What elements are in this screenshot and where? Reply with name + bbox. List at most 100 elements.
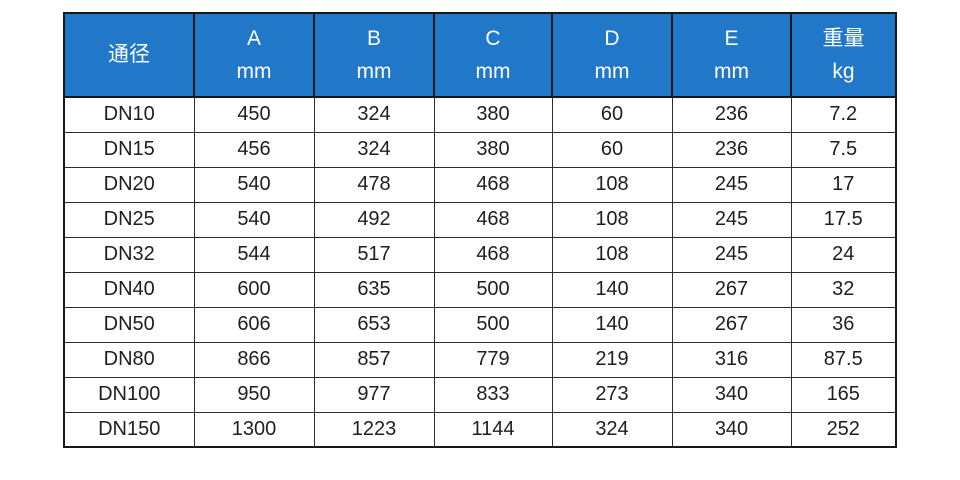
table-row: DN20 540 478 468 108 245 17: [63, 166, 897, 203]
value-cell: 140: [551, 306, 673, 343]
table-row: DN80 866 857 779 219 316 87.5: [63, 341, 897, 378]
value-cell: 380: [433, 131, 553, 168]
value-cell: 60: [551, 96, 673, 133]
value-cell: 245: [671, 201, 792, 238]
row-label-cell: DN40: [63, 271, 195, 308]
header-label: 通径: [108, 43, 150, 67]
row-label-cell: DN150: [63, 411, 195, 448]
table-row: DN32 544 517 468 108 245 24: [63, 236, 897, 273]
value-cell: 324: [313, 96, 435, 133]
value-cell: 340: [671, 411, 792, 448]
header-unit: mm: [475, 59, 511, 83]
row-label-cell: DN15: [63, 131, 195, 168]
row-label-cell: DN25: [63, 201, 195, 238]
table-row: DN15 456 324 380 60 236 7.5: [63, 131, 897, 168]
value-cell: 273: [551, 376, 673, 413]
value-cell: 219: [551, 341, 673, 378]
value-cell: 653: [313, 306, 435, 343]
table-body: DN10 450 324 380 60 236 7.2 DN15 456 324 380 60 236 7…: [63, 96, 897, 448]
value-cell: 340: [671, 376, 792, 413]
value-cell: 456: [193, 131, 315, 168]
row-label-cell: DN20: [63, 166, 195, 203]
value-cell: 236: [671, 96, 792, 133]
value-cell: 316: [671, 341, 792, 378]
header-cell-0: 通径: [63, 12, 195, 98]
value-cell: 540: [193, 201, 315, 238]
value-cell: 32: [790, 271, 897, 308]
value-cell: 517: [313, 236, 435, 273]
header-label: 重量: [822, 27, 865, 51]
value-cell: 600: [193, 271, 315, 308]
table-row: DN150 1300 1223 1144 324 340 252: [63, 411, 897, 448]
value-cell: 324: [551, 411, 673, 448]
value-cell: 108: [551, 236, 673, 273]
header-unit: mm: [356, 59, 392, 83]
row-label-cell: DN50: [63, 306, 195, 343]
value-cell: 866: [193, 341, 315, 378]
header-label: C: [485, 27, 501, 51]
value-cell: 324: [313, 131, 435, 168]
row-label-cell: DN100: [63, 376, 195, 413]
value-cell: 468: [433, 201, 553, 238]
value-cell: 252: [790, 411, 897, 448]
value-cell: 478: [313, 166, 435, 203]
value-cell: 1144: [433, 411, 553, 448]
value-cell: 7.2: [790, 96, 897, 133]
value-cell: 468: [433, 236, 553, 273]
header-unit: mm: [236, 59, 272, 83]
value-cell: 500: [433, 271, 553, 308]
value-cell: 17.5: [790, 201, 897, 238]
header-label: A: [246, 27, 261, 51]
table-row: DN100 950 977 833 273 340 165: [63, 376, 897, 413]
value-cell: 87.5: [790, 341, 897, 378]
header-unit: mm: [594, 59, 630, 83]
value-cell: 1300: [193, 411, 315, 448]
value-cell: 165: [790, 376, 897, 413]
value-cell: 1223: [313, 411, 435, 448]
value-cell: 540: [193, 166, 315, 203]
value-cell: 950: [193, 376, 315, 413]
value-cell: 635: [313, 271, 435, 308]
header-cell-6: 重量 kg: [790, 12, 897, 98]
value-cell: 267: [671, 306, 792, 343]
value-cell: 833: [433, 376, 553, 413]
value-cell: 450: [193, 96, 315, 133]
header-unit: kg: [832, 59, 855, 83]
value-cell: 140: [551, 271, 673, 308]
value-cell: 492: [313, 201, 435, 238]
header-unit: mm: [714, 59, 749, 83]
row-label-cell: DN10: [63, 96, 195, 133]
row-label-cell: DN80: [63, 341, 195, 378]
value-cell: 236: [671, 131, 792, 168]
value-cell: 24: [790, 236, 897, 273]
value-cell: 245: [671, 166, 792, 203]
value-cell: 108: [551, 166, 673, 203]
value-cell: 267: [671, 271, 792, 308]
header-label: B: [366, 27, 381, 51]
value-cell: 500: [433, 306, 553, 343]
value-cell: 468: [433, 166, 553, 203]
table-row: DN10 450 324 380 60 236 7.2: [63, 96, 897, 133]
value-cell: 36: [790, 306, 897, 343]
value-cell: 857: [313, 341, 435, 378]
table-row: DN25 540 492 468 108 245 17.5: [63, 201, 897, 238]
value-cell: 544: [193, 236, 315, 273]
value-cell: 245: [671, 236, 792, 273]
value-cell: 108: [551, 201, 673, 238]
header-label: D: [604, 27, 620, 51]
value-cell: 17: [790, 166, 897, 203]
value-cell: 606: [193, 306, 315, 343]
value-cell: 779: [433, 341, 553, 378]
value-cell: 380: [433, 96, 553, 133]
table-row: DN40 600 635 500 140 267 32: [63, 271, 897, 308]
value-cell: 60: [551, 131, 673, 168]
header-label: E: [724, 27, 739, 51]
